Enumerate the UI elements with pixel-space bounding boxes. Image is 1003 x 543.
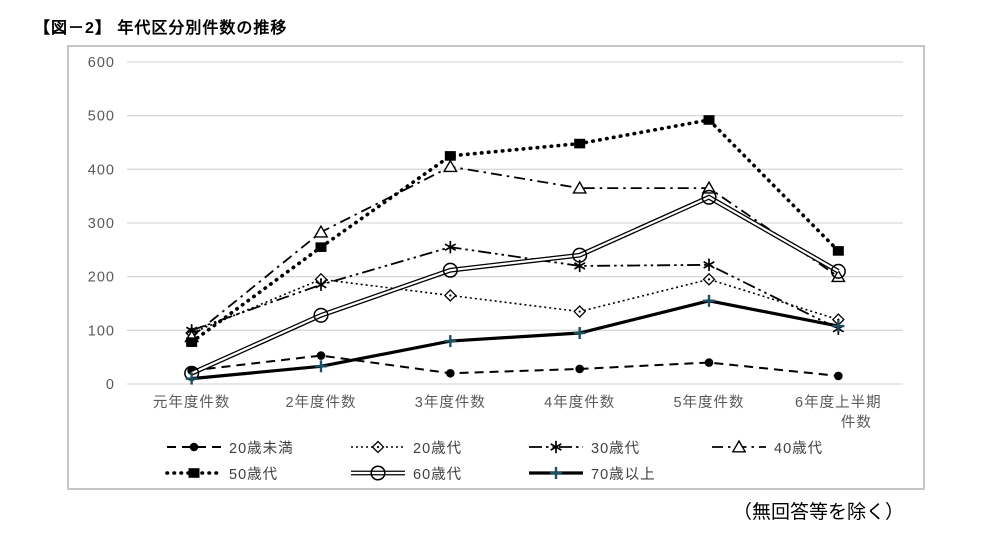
legend-sample-thick-solid <box>529 467 583 479</box>
marker-asterisk <box>703 258 715 272</box>
marker-plus <box>315 360 327 373</box>
series-line-60s <box>191 196 839 375</box>
x-axis-category-label: 元年度件数 <box>153 394 231 411</box>
y-axis-tick-label: 0 <box>106 377 115 393</box>
marker-filled-circle <box>446 368 455 378</box>
legend-sample-bold-dotted <box>165 468 223 478</box>
marker-open-triangle <box>572 180 588 194</box>
legend-label-50s: 50歳代 <box>229 466 279 483</box>
x-axis-category-label: 6年度上半期 <box>795 394 882 411</box>
y-axis-tick-label: 300 <box>88 216 115 232</box>
series-line-30s <box>191 246 839 332</box>
legend-row-2: 50歳代 60歳代 70歳以上 <box>69 463 923 483</box>
legend-item-20s: 20歳代 <box>349 437 462 457</box>
legend-sample-dash-dot-dot <box>529 440 583 454</box>
marker-plus <box>573 327 586 340</box>
y-axis-tick-label: 500 <box>88 109 115 125</box>
marker-open-diamond <box>573 305 587 318</box>
chart-title: 【図－2】 年代区分別件数の推移 <box>34 20 288 37</box>
legend-sample-dashed <box>167 442 221 452</box>
marker-filled-square <box>832 246 844 256</box>
marker-open-circle <box>701 189 717 205</box>
legend-item-under-20: 20歳未満 <box>165 437 294 457</box>
y-axis-tick-label: 200 <box>88 270 115 286</box>
legend-label-under-20: 20歳未満 <box>229 440 294 457</box>
legend-label-70-plus: 70歳以上 <box>591 466 656 483</box>
marker-open-circle <box>572 247 588 263</box>
legend-label-30s: 30歳代 <box>591 440 641 457</box>
marker-filled-square <box>315 242 327 252</box>
marker-open-triangle <box>830 269 846 283</box>
marker-open-circle <box>370 465 386 481</box>
legend-item-40s: 40歳代 <box>710 437 823 457</box>
marker-open-circle <box>830 263 846 279</box>
legend-sample-dotted <box>351 440 405 454</box>
series-line-70-plus <box>191 299 839 381</box>
marker-asterisk <box>550 440 562 454</box>
marker-open-diamond <box>443 289 457 302</box>
marker-asterisk <box>315 278 327 291</box>
marker-asterisk <box>444 240 457 254</box>
marker-filled-square <box>186 337 198 347</box>
legend-item-70-plus: 70歳以上 <box>527 463 656 483</box>
marker-filled-square <box>444 151 456 161</box>
line-chart-plot: 0 100 200 300 400 500 600 元年度件数 2年度件数 3年度件数 4年度件数 5… <box>88 55 903 431</box>
legend-label-40s: 40歳代 <box>774 440 824 457</box>
legend-item-30s: 30歳代 <box>527 437 640 457</box>
series-line-50s <box>189 118 841 344</box>
legend-row-1: 20歳未満 20歳代 30歳代 40歳代 <box>69 437 923 457</box>
y-axis-tick-label: 400 <box>88 162 115 178</box>
chart-frame: 0 100 200 300 400 500 600 元年度件数 2年度件数 3年度件数 4年度件数 5… <box>67 45 925 490</box>
legend-label-20s: 20歳代 <box>413 440 463 457</box>
marker-filled-circle <box>189 442 199 452</box>
series-line-20s <box>191 278 839 334</box>
marker-filled-square <box>574 138 586 149</box>
marker-filled-circle <box>834 371 843 381</box>
marker-filled-circle <box>575 364 584 374</box>
marker-plus <box>444 335 457 348</box>
marker-open-diamond <box>702 272 716 286</box>
marker-open-circle <box>313 307 329 323</box>
marker-plus <box>185 372 198 385</box>
marker-open-triangle <box>731 439 747 453</box>
legend-sample-double-solid <box>351 465 405 481</box>
marker-open-triangle <box>442 159 458 173</box>
x-axis-category-label: 4年度件数 <box>544 394 615 411</box>
legend-sample-dash-dot <box>712 439 766 453</box>
series-line-40s <box>191 165 839 338</box>
marker-plus <box>832 320 845 333</box>
marker-open-triangle <box>313 224 329 238</box>
marker-open-triangle <box>701 180 717 194</box>
marker-filled-circle <box>316 351 326 360</box>
marker-filled-square <box>703 115 715 125</box>
series-line-under-20 <box>191 354 839 377</box>
marker-open-diamond <box>371 440 385 454</box>
legend-item-50s: 50歳代 <box>165 463 278 483</box>
x-axis-category-label: 2年度件数 <box>285 394 356 411</box>
marker-filled-square <box>188 468 200 478</box>
y-axis-tick-label: 100 <box>88 323 115 339</box>
x-axis-category-label: 5年度件数 <box>673 394 744 411</box>
marker-filled-circle <box>704 358 714 367</box>
marker-plus <box>550 467 562 479</box>
legend-label-60s: 60歳代 <box>413 466 463 483</box>
marker-open-circle <box>442 262 458 278</box>
x-axis-category-label: 3年度件数 <box>415 394 486 411</box>
x-axis-category-label: 件数 <box>841 414 872 431</box>
y-axis-tick-label: 600 <box>88 55 115 71</box>
legend-item-60s: 60歳代 <box>349 463 462 483</box>
marker-plus <box>703 294 715 307</box>
footnote-caption: （無回答等を除く） <box>733 502 905 523</box>
